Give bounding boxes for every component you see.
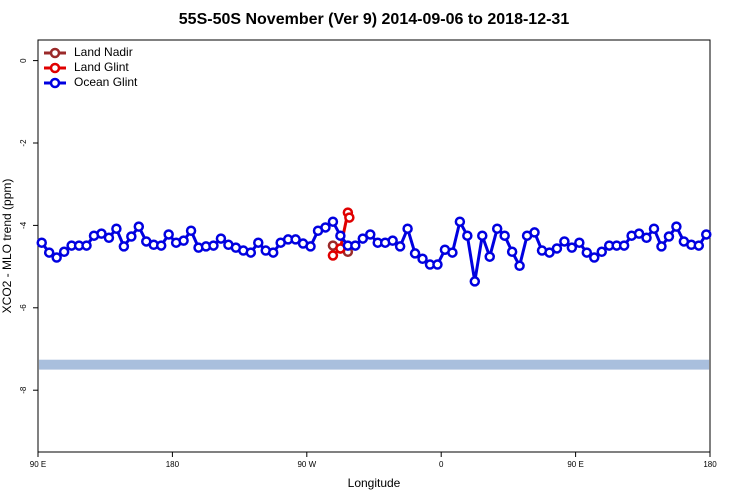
point (701, 229, 712, 240)
legend-label: Land Nadir (74, 45, 133, 59)
point (215, 233, 227, 244)
point (514, 260, 525, 272)
point (544, 247, 555, 258)
point (36, 237, 47, 248)
point (111, 223, 122, 234)
point (633, 228, 645, 239)
point (103, 232, 115, 244)
point (506, 246, 518, 258)
chart-title: 55S-50S November (Ver 9) 2014-09-06 to 2… (179, 11, 570, 28)
point (43, 247, 55, 258)
point (290, 234, 301, 245)
legend-label: Ocean Glint (74, 75, 138, 89)
y-axis-label: XCO2 - MLO trend (ppm) (0, 179, 14, 314)
point (253, 237, 264, 248)
point (320, 222, 331, 233)
y-tick-label: -2 (19, 139, 28, 147)
point (133, 221, 145, 232)
point (596, 246, 607, 258)
point (574, 237, 585, 248)
point (417, 253, 428, 265)
point (155, 240, 167, 251)
legend-marker (49, 77, 61, 89)
point (469, 276, 481, 287)
point (589, 252, 600, 263)
point (432, 259, 443, 270)
point (454, 216, 466, 227)
point (499, 230, 510, 241)
point (58, 246, 70, 258)
point (185, 225, 197, 237)
legend-marker (49, 47, 61, 59)
y-tick-label: -6 (19, 304, 28, 312)
band (39, 359, 709, 370)
point (559, 236, 570, 247)
x-tick-label: 180 (703, 460, 717, 469)
point (365, 229, 376, 240)
legend-label: Land Glint (74, 60, 129, 74)
x-tick-label: 90 W (297, 460, 316, 469)
point (581, 247, 593, 258)
point (447, 247, 458, 258)
point (305, 241, 316, 252)
x-tick-label: 90 E (30, 460, 46, 469)
x-tick-label: 180 (166, 460, 180, 469)
point (163, 229, 174, 240)
point (387, 235, 398, 246)
point (126, 231, 137, 242)
point (208, 240, 219, 251)
point (344, 212, 355, 223)
point (566, 242, 578, 253)
point (477, 230, 488, 241)
point (357, 233, 369, 244)
point (118, 241, 130, 252)
point (327, 216, 339, 227)
point (671, 221, 682, 232)
point (484, 251, 495, 262)
point (491, 223, 503, 234)
point (409, 248, 421, 259)
legend-marker (49, 62, 61, 74)
point (350, 240, 361, 251)
point (267, 247, 279, 258)
y-tick-label: -8 (19, 386, 28, 394)
point (51, 252, 62, 263)
x-axis-label: Longitude (348, 476, 401, 490)
point (529, 227, 540, 238)
point (402, 223, 413, 234)
point (96, 228, 107, 239)
point (618, 240, 630, 251)
point (245, 247, 257, 258)
point (641, 232, 652, 244)
point (462, 230, 473, 241)
point (178, 235, 189, 246)
point (693, 240, 705, 251)
y-tick-label: -4 (19, 221, 28, 229)
point (551, 243, 563, 254)
x-tick-label: 90 E (567, 460, 583, 469)
point (656, 241, 667, 252)
point (663, 231, 675, 242)
point (81, 240, 92, 251)
point (648, 223, 660, 234)
y-tick-label: 0 (19, 58, 28, 63)
point (335, 230, 346, 241)
x-tick-label: 0 (439, 460, 444, 469)
point (394, 241, 406, 252)
point (327, 250, 339, 261)
